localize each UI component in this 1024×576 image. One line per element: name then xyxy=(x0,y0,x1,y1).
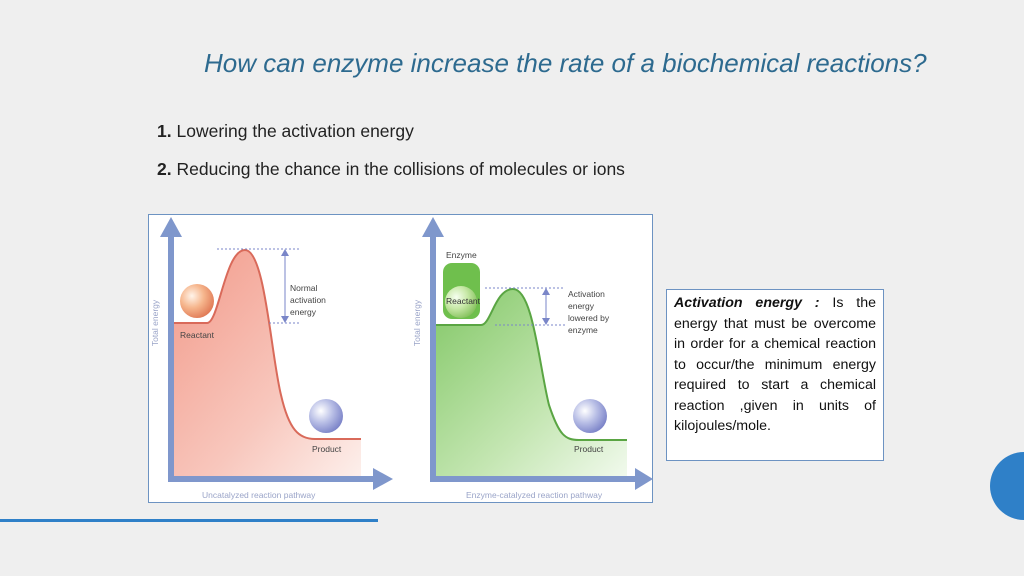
product-label: Product xyxy=(574,444,604,454)
definition-text: Is the energy that must be overcome in o… xyxy=(674,295,876,434)
enzyme-label: Enzyme xyxy=(446,250,477,260)
annotation-line: energy xyxy=(568,301,595,311)
annotation-line: energy xyxy=(290,307,317,317)
arrow-head-up xyxy=(281,249,289,256)
x-axis-label: Uncatalyzed reaction pathway xyxy=(202,490,316,500)
uncatalyzed-chart: Total energy Uncatalyzed reaction pathwa… xyxy=(150,217,393,500)
energy-diagram-figure: Total energy Uncatalyzed reaction pathwa… xyxy=(148,214,653,503)
activation-annotation: Normal activation energy xyxy=(290,283,328,317)
reactant-label: Reactant xyxy=(446,296,481,306)
y-axis-label: Total energy xyxy=(150,299,160,346)
annotation-line: enzyme xyxy=(568,325,598,335)
x-axis-arrow-icon xyxy=(635,468,653,490)
point-item: 1. Lowering the activation energy xyxy=(157,121,414,142)
x-axis-label: Enzyme-catalyzed reaction pathway xyxy=(466,490,603,500)
product-label: Product xyxy=(312,444,342,454)
catalyzed-energy-area xyxy=(433,289,627,479)
point-text: Reducing the chance in the collisions of… xyxy=(176,159,625,179)
arrow-head-down xyxy=(281,316,289,323)
arrow-head-down xyxy=(542,318,550,325)
catalyzed-energy-curve xyxy=(433,287,627,441)
point-item: 2. Reducing the chance in the collisions… xyxy=(157,159,625,180)
reactant-ball xyxy=(445,286,477,318)
x-axis-arrow-icon xyxy=(373,468,393,490)
arrow-head-up xyxy=(542,288,550,295)
product-ball xyxy=(573,399,607,433)
activation-annotation: Activation energy lowered by enzyme xyxy=(568,289,611,335)
definition-box: Activation energy : Is the energy that m… xyxy=(666,289,884,461)
reactant-label: Reactant xyxy=(180,330,215,340)
point-number: 1. xyxy=(157,121,172,141)
point-text: Lowering the activation energy xyxy=(176,121,414,141)
y-axis-arrow-icon xyxy=(422,217,444,237)
annotation-line: lowered by xyxy=(568,313,610,323)
point-number: 2. xyxy=(157,159,172,179)
corner-accent-circle xyxy=(990,452,1024,520)
slide-title: How can enzyme increase the rate of a bi… xyxy=(204,48,927,78)
y-axis-arrow-icon xyxy=(160,217,182,237)
footer-accent-line xyxy=(0,519,378,522)
catalyzed-chart: Total energy Enzyme-catalyzed reaction p… xyxy=(412,217,653,500)
annotation-line: activation xyxy=(290,295,326,305)
annotation-line: Activation xyxy=(568,289,605,299)
y-axis-label: Total energy xyxy=(412,299,422,346)
uncatalyzed-energy-area xyxy=(171,250,361,479)
definition-term: Activation energy : xyxy=(674,295,820,311)
energy-diagram: Total energy Uncatalyzed reaction pathwa… xyxy=(150,217,653,500)
product-ball xyxy=(309,399,343,433)
annotation-line: Normal xyxy=(290,283,318,293)
uncatalyzed-energy-curve xyxy=(171,248,361,440)
reactant-ball xyxy=(180,284,214,318)
